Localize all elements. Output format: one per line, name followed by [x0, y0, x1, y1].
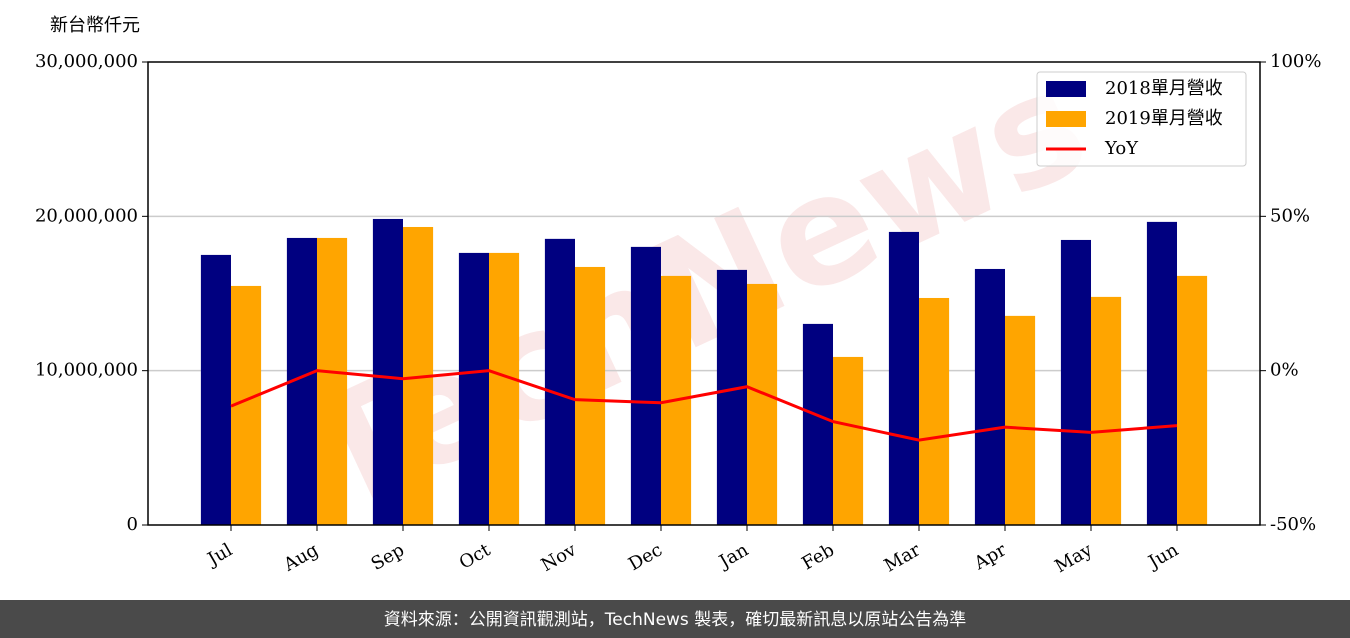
bar: [833, 356, 864, 525]
bar: [888, 231, 920, 525]
x-tick-label: Aug: [279, 539, 322, 576]
bar: [974, 268, 1006, 525]
bar: [574, 266, 606, 525]
y2-tick-label: -50%: [1270, 514, 1316, 535]
plot-frame: [147, 61, 1261, 526]
legend-label: YoY: [1104, 138, 1139, 159]
legend-box: [1036, 71, 1247, 167]
bar: [372, 218, 403, 525]
x-tick-label: Oct: [456, 539, 495, 574]
legend-swatch: [1046, 81, 1086, 97]
x-tick-label: Jul: [202, 539, 236, 571]
bar: [1177, 275, 1208, 525]
bar: [200, 254, 231, 525]
y-axis-label: 新台幣仟元: [50, 15, 140, 36]
footer: 資料來源：公開資訊觀測站，TechNews 製表，確切最新訊息以原站公告為準: [384, 610, 966, 630]
y2-tick-label: 100%: [1270, 51, 1321, 72]
bar: [802, 323, 834, 525]
x-tick-label: May: [1051, 539, 1096, 577]
line: [230, 369, 1178, 442]
bar: [747, 283, 778, 525]
x-tick-label: Jun: [1143, 539, 1182, 574]
x-tick-label: Feb: [798, 539, 838, 574]
bar: [919, 297, 950, 525]
x-tick-label: Jan: [714, 539, 752, 573]
x-tick-label: Dec: [625, 539, 666, 575]
footer-band: [0, 600, 1350, 638]
legend-swatch: [1046, 111, 1086, 127]
bar: [1005, 315, 1036, 525]
y-tick-label: 10,000,000: [35, 360, 138, 381]
x-tick-label: Mar: [881, 539, 925, 576]
bar: [544, 238, 575, 525]
x-tick-label: Sep: [368, 539, 408, 574]
bar: [716, 269, 748, 525]
x-tick-label: Apr: [970, 539, 1010, 574]
y-tick-label: 30,000,000: [35, 51, 138, 72]
bar: [458, 252, 489, 525]
bar: [630, 246, 661, 525]
legend-label: 2019單月營收: [1105, 108, 1223, 129]
y-tick-label: 20,000,000: [35, 205, 138, 226]
bar: [1146, 221, 1178, 525]
bar: [488, 252, 520, 525]
y2-tick-label: 50%: [1270, 205, 1310, 226]
y-tick-label: 0: [127, 514, 138, 535]
bar: [1060, 239, 1092, 525]
y2-tick-label: 0%: [1270, 360, 1299, 381]
bar: [1091, 296, 1122, 525]
legend-label: 2018單月營收: [1105, 78, 1223, 99]
bar: [316, 237, 348, 525]
x-tick-label: Nov: [538, 539, 581, 576]
